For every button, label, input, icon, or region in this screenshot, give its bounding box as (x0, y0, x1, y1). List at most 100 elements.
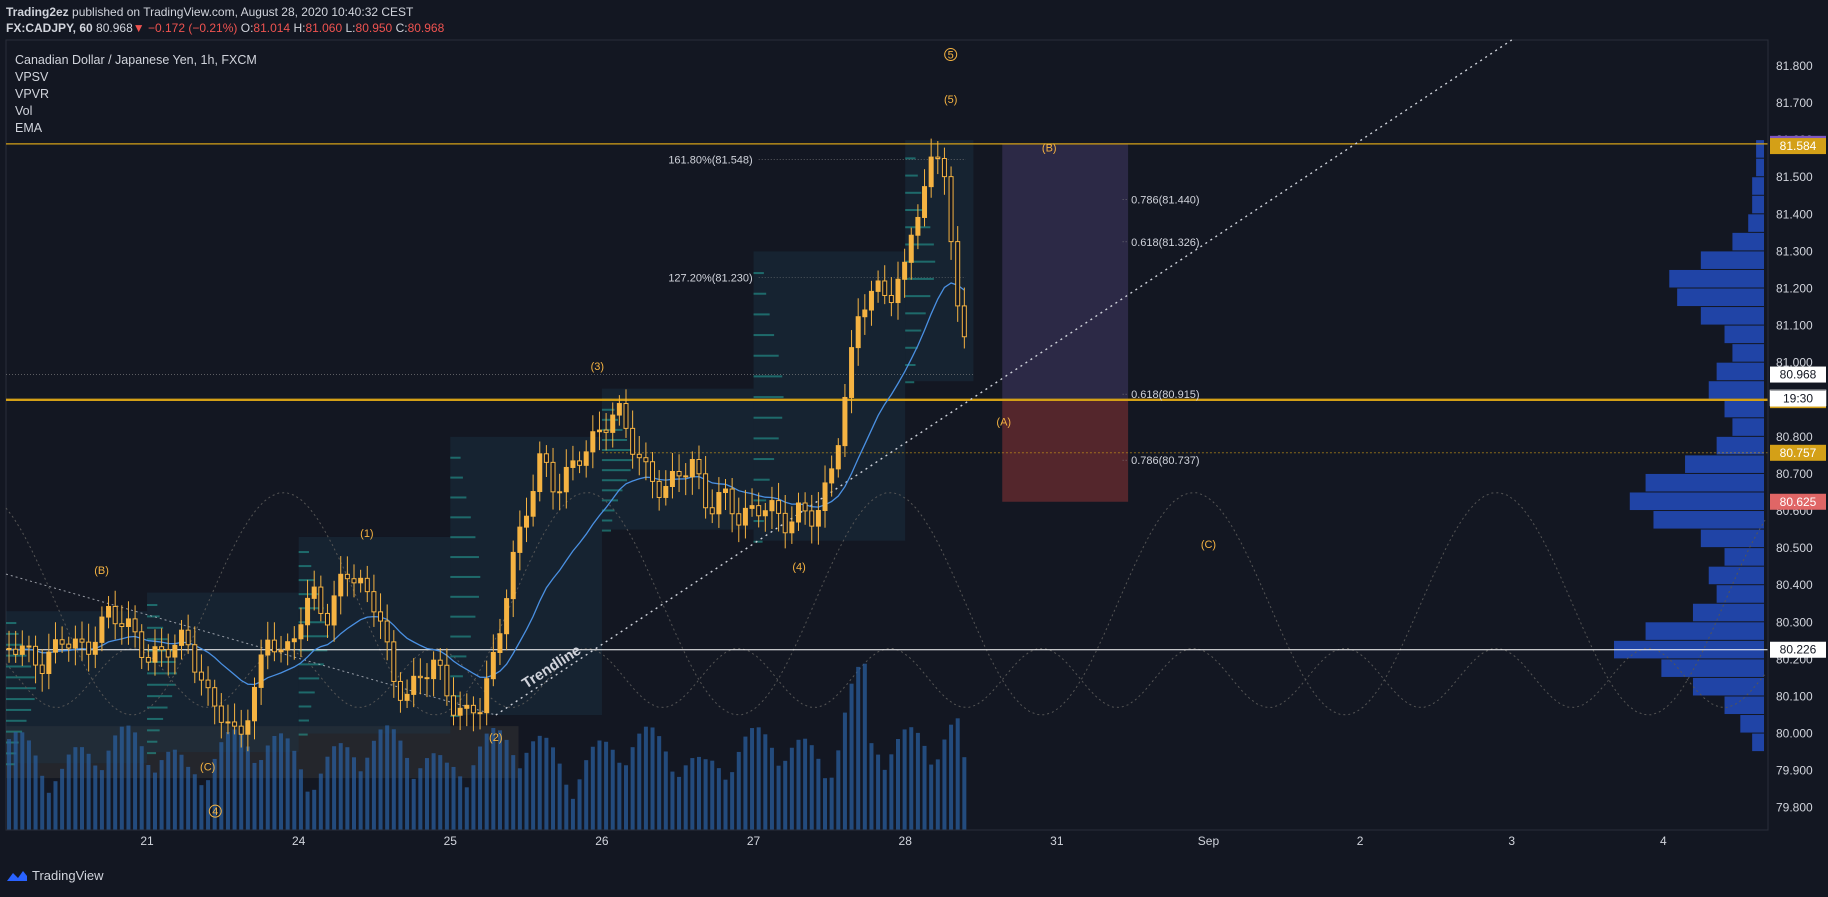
volume-bar (318, 773, 323, 830)
candle-body (19, 645, 25, 655)
candle-body (696, 458, 702, 475)
x-tick-label: 31 (1050, 834, 1064, 848)
session-profile-bar (601, 418, 619, 421)
session-profile-bar (450, 496, 467, 499)
vpvr-bar (1732, 232, 1764, 251)
candle-body (849, 347, 855, 398)
session-profile-bar (905, 277, 934, 280)
session-profile-bar (601, 449, 631, 452)
vpvr-bar (1732, 418, 1764, 436)
candle-body (961, 305, 967, 338)
candle-body (610, 414, 616, 433)
vpvr-bar (1756, 140, 1764, 158)
volume-bar (895, 738, 900, 830)
volume-bar (172, 749, 177, 830)
session-profile-bar (601, 489, 623, 492)
volume-bar (358, 771, 363, 830)
y-tick-label: 81.200 (1776, 281, 1813, 295)
session-profile-bar (753, 416, 783, 419)
volume-bar (876, 754, 881, 830)
x-tick-label: 4 (1660, 834, 1667, 848)
session-profile-bar (298, 607, 324, 610)
wave-label: (C) (200, 762, 215, 774)
session-profile-bar (6, 719, 27, 722)
x-tick-label: 24 (292, 834, 306, 848)
candle-body (941, 158, 947, 178)
footer-brand-label: TradingView (32, 868, 104, 883)
candle-body (132, 618, 138, 633)
session-profile-bar (147, 649, 173, 652)
volume-bar (405, 757, 410, 830)
vpvr-bar (1724, 325, 1764, 344)
y-tick-label: 81.800 (1776, 59, 1813, 73)
legend-indicator-vpsv[interactable]: VPSV (15, 70, 49, 84)
session-profile-bar (6, 687, 36, 690)
candle-body (729, 488, 735, 515)
volume-bar (862, 663, 867, 830)
volume-bar (942, 739, 947, 830)
wave-label: (1) (360, 528, 373, 540)
session-profile-bar (905, 381, 915, 384)
volume-bar (703, 759, 708, 830)
volume-bar (736, 751, 741, 830)
session-profile-bar (753, 272, 764, 275)
y-tick-label: 80.400 (1776, 578, 1813, 592)
wave-circle-icon (208, 804, 222, 818)
volume-bar (431, 753, 436, 830)
y-tick-label: 79.900 (1776, 764, 1813, 778)
candle-body (251, 686, 257, 722)
vpvr-bar (1700, 307, 1764, 325)
last-price: 80.968 (96, 21, 133, 35)
volume-bar (809, 745, 814, 830)
candle-body (563, 466, 569, 493)
candle-body (616, 403, 622, 416)
legend-indicator-vol[interactable]: Vol (15, 104, 33, 118)
wave-label: (4) (792, 561, 805, 573)
volume-bar (471, 765, 476, 830)
volume-bar (391, 729, 396, 830)
vpvr-bar (1740, 715, 1764, 733)
footer-brand[interactable]: TradingView (6, 868, 104, 883)
vpvr-bar (1629, 492, 1764, 511)
candle-body (902, 261, 908, 280)
price-tag-label: 80.757 (1780, 446, 1817, 460)
candle-body (842, 396, 848, 447)
x-tick-label: Sep (1198, 834, 1220, 848)
volume-bar (750, 728, 755, 830)
legend-indicator-ema[interactable]: EMA (15, 121, 43, 135)
y-tick-label: 81.700 (1776, 96, 1813, 110)
price-tag (1770, 444, 1826, 461)
volume-bar (610, 749, 615, 830)
candle-body (669, 471, 675, 487)
volume-bar (424, 758, 429, 830)
volume-bar (882, 769, 887, 830)
candle-body (192, 644, 198, 673)
price-tag (1770, 493, 1826, 510)
candle-body (26, 645, 32, 648)
vpvr-bar (1716, 436, 1764, 455)
candle-body (636, 453, 642, 459)
volume-bar (763, 734, 768, 830)
volume-bar (823, 778, 828, 830)
volume-bar (192, 774, 197, 830)
candle-body (185, 629, 191, 646)
candle-body (444, 664, 450, 697)
volume-bar (935, 759, 940, 830)
volume-bar (464, 787, 469, 830)
session-profile-bar (6, 708, 32, 711)
vpvr-bar (1724, 548, 1764, 566)
price-chart[interactable]: 161.80%(81.548) 127.20%(81.230) 0.786(81.4… (0, 0, 1828, 860)
vpvr-bar (1732, 344, 1764, 362)
candle-body (417, 675, 423, 679)
price-tag-label: 81.584 (1780, 139, 1817, 153)
candle-body (238, 725, 244, 735)
open-value: 81.014 (253, 21, 291, 35)
candle-body (590, 431, 596, 453)
candle-body (530, 491, 536, 517)
session-profile-bar (147, 615, 160, 618)
volume-bar (312, 789, 317, 830)
session-profile-bar (298, 621, 328, 624)
legend-indicator-vpvr[interactable]: VPVR (15, 87, 50, 101)
candle-body (497, 633, 503, 653)
author-name[interactable]: Trading2ez (6, 5, 69, 19)
